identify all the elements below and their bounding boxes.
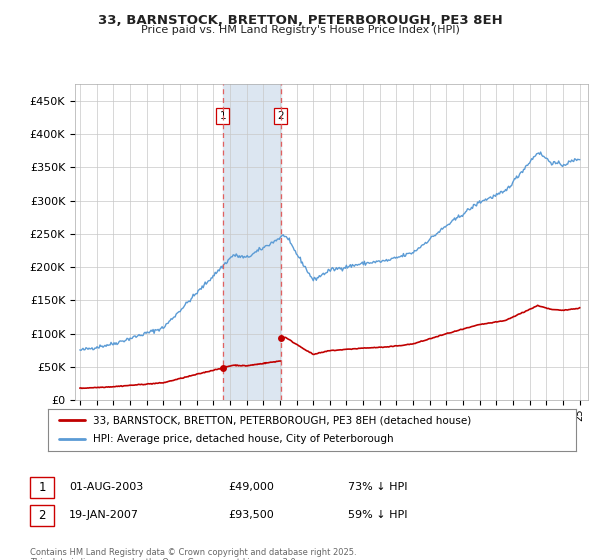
Text: 2: 2 xyxy=(277,111,284,120)
Text: 2: 2 xyxy=(38,508,46,522)
Text: 1: 1 xyxy=(38,480,46,494)
Text: 33, BARNSTOCK, BRETTON, PETERBOROUGH, PE3 8EH: 33, BARNSTOCK, BRETTON, PETERBOROUGH, PE… xyxy=(98,14,502,27)
Text: HPI: Average price, detached house, City of Peterborough: HPI: Average price, detached house, City… xyxy=(93,435,394,445)
Text: 59% ↓ HPI: 59% ↓ HPI xyxy=(348,510,407,520)
Text: Price paid vs. HM Land Registry's House Price Index (HPI): Price paid vs. HM Land Registry's House … xyxy=(140,25,460,35)
Bar xyxy=(223,84,281,400)
Text: 73% ↓ HPI: 73% ↓ HPI xyxy=(348,482,407,492)
Text: £49,000: £49,000 xyxy=(228,482,274,492)
Text: 01-AUG-2003: 01-AUG-2003 xyxy=(69,482,143,492)
Text: 19-JAN-2007: 19-JAN-2007 xyxy=(69,510,139,520)
Text: 1: 1 xyxy=(220,111,226,120)
Text: £93,500: £93,500 xyxy=(228,510,274,520)
Text: 33, BARNSTOCK, BRETTON, PETERBOROUGH, PE3 8EH (detached house): 33, BARNSTOCK, BRETTON, PETERBOROUGH, PE… xyxy=(93,415,471,425)
Text: Contains HM Land Registry data © Crown copyright and database right 2025.
This d: Contains HM Land Registry data © Crown c… xyxy=(30,548,356,560)
